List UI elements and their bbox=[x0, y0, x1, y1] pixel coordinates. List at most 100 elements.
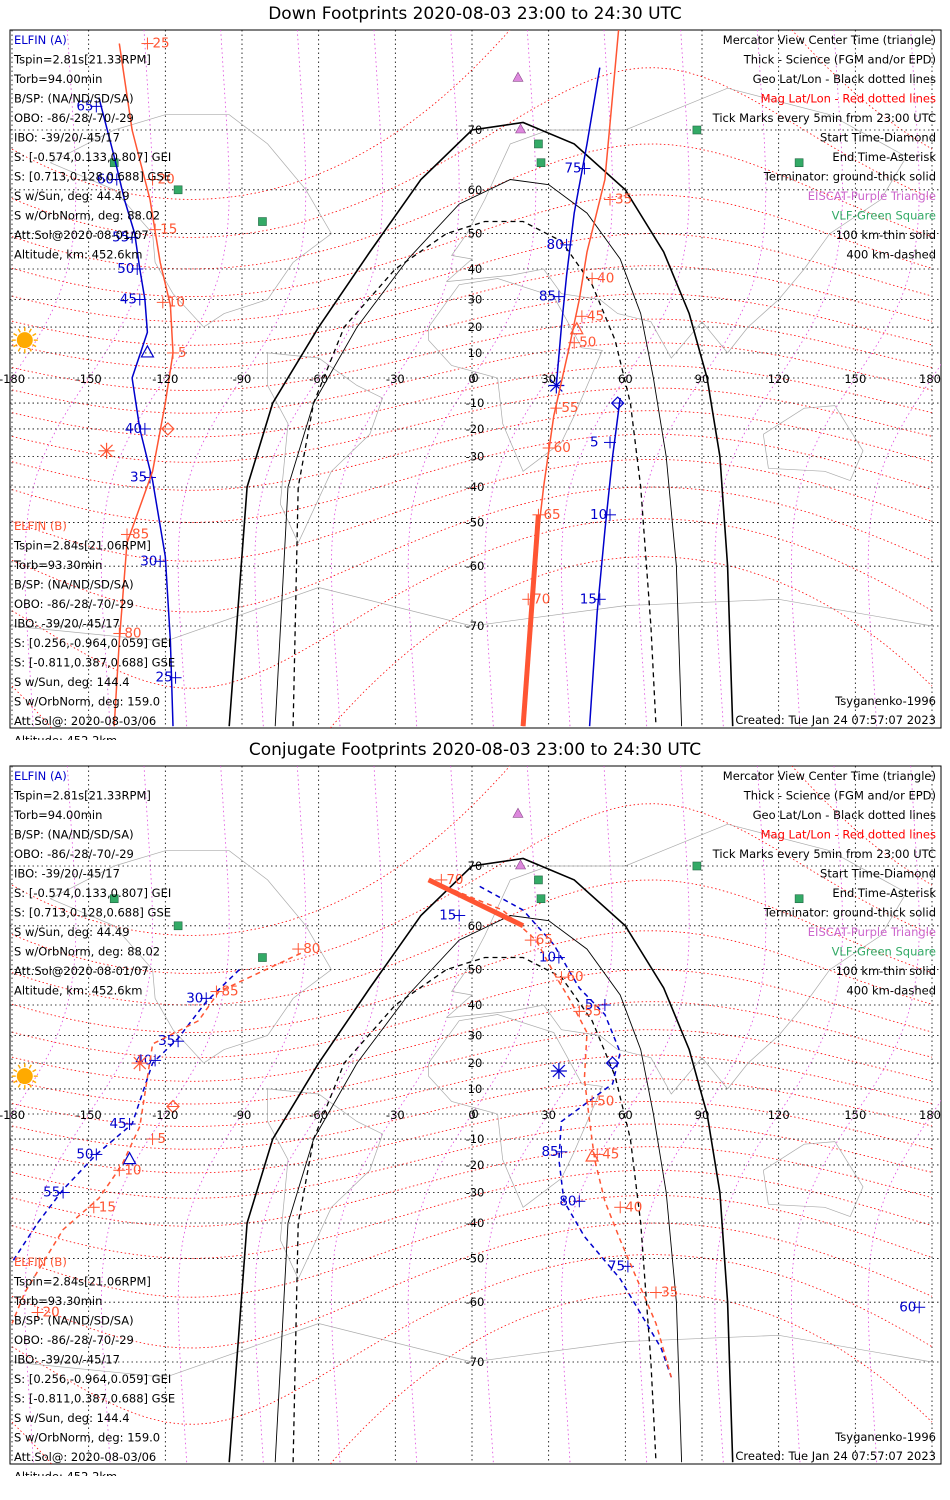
tick-label: 85 bbox=[539, 289, 556, 305]
continent-outline bbox=[50, 850, 332, 1064]
tick-label: 45 bbox=[110, 1116, 127, 1132]
elfin-b-info-line: S w/OrbNorm, deg: 159.0 bbox=[14, 1431, 160, 1445]
elfin-b-info-line: B/SP: (NA/ND/SD/SA) bbox=[14, 578, 134, 592]
continent-outline bbox=[11, 1323, 933, 1378]
legend-line: 100 km-thin solid bbox=[836, 964, 936, 978]
elfin-b-info-line: Att.Sol@: 2020-08-03/06 bbox=[14, 714, 156, 728]
mag-lon-line bbox=[10, 766, 77, 1118]
tick-label: 80 bbox=[547, 237, 564, 253]
vlf-station-square bbox=[794, 158, 804, 168]
legend-line: Tick Marks every 5min from 23:00 UTC bbox=[712, 111, 936, 125]
tick-label: 15 bbox=[439, 908, 456, 924]
elfin-a-info-line: Att.Sol@2020-08-01/07 bbox=[14, 228, 149, 242]
sun-ray bbox=[13, 333, 18, 337]
vlf-station-square bbox=[109, 894, 119, 904]
legend-line: Tick Marks every 5min from 23:00 UTC bbox=[712, 847, 936, 861]
mag-lon-line bbox=[867, 363, 941, 727]
track-elfin-a-2 bbox=[588, 397, 621, 727]
created-label: Created: Tue Jan 24 07:57:07 2023 bbox=[735, 1449, 936, 1463]
lat-tick-label: 40 bbox=[468, 998, 483, 1012]
lon-tick-label: -90 bbox=[233, 1108, 252, 1122]
track-elfin-a-2 bbox=[479, 885, 673, 1378]
elfin-a-info-line: OBO: -86/-28/-70/-29 bbox=[14, 847, 134, 861]
lon-tick-label: 90 bbox=[695, 372, 710, 386]
lon-tick-label: 120 bbox=[768, 1108, 790, 1122]
mag-lon-line bbox=[714, 30, 844, 727]
legend-line: End Time-Asterisk bbox=[832, 150, 936, 164]
model-label: Tsyganenko-1996 bbox=[834, 694, 936, 708]
lon-tick-label: -180 bbox=[0, 1108, 25, 1122]
legend-line: 100 km-thin solid bbox=[836, 228, 936, 242]
elfin-b-info-line: S w/Sun, deg: 144.4 bbox=[14, 675, 130, 689]
mag-lat-line bbox=[11, 233, 933, 323]
center-triangle bbox=[140, 344, 155, 358]
tick-label: 40 bbox=[125, 421, 142, 437]
sun-ray bbox=[28, 1083, 32, 1088]
lat-tick-label: 30 bbox=[468, 293, 483, 307]
elfin-b-heading: ELFIN (B) bbox=[14, 519, 67, 533]
sun-ray bbox=[13, 1080, 18, 1084]
elfin-a-info-line: B/SP: (NA/ND/SD/SA) bbox=[14, 92, 134, 106]
tick-label: 60 bbox=[97, 172, 114, 188]
eiscat-triangle bbox=[512, 807, 524, 818]
mag-lon-line bbox=[484, 766, 614, 1463]
tick-label: 45 bbox=[587, 308, 604, 324]
mag-lon-line bbox=[330, 30, 460, 727]
lon-tick-label: 30 bbox=[541, 372, 556, 386]
tick-label: 55 bbox=[584, 1003, 601, 1019]
mag-lon-line bbox=[24, 30, 154, 727]
legend-line: Mag Lat/Lon - Red dotted lines bbox=[761, 92, 936, 106]
legend-line: Thick - Science (FGM and/or EPD) bbox=[743, 789, 936, 803]
lat-tick-label: 50 bbox=[468, 227, 483, 241]
tick-label: 30 bbox=[140, 553, 157, 569]
lat-tick-label: 60 bbox=[468, 919, 483, 933]
tick-label: 70 bbox=[533, 591, 550, 607]
start-diamond bbox=[610, 396, 625, 410]
elfin-b-info-line: Altitude: 452.2km bbox=[14, 734, 117, 741]
lon-tick-label: -30 bbox=[386, 372, 405, 386]
map-panel-conjugate: 30 35 40 45 50 55 15 10 5 85 80 75 60 80 85 5 10 15 20 70 65… bbox=[0, 765, 942, 1476]
lon-tick-label: -180 bbox=[0, 372, 25, 386]
lat-tick-label: 70 bbox=[468, 859, 483, 873]
lat-tick-label: -30 bbox=[466, 449, 485, 463]
elfin-b-info-line: OBO: -86/-28/-70/-29 bbox=[14, 597, 134, 611]
elfin-b-info-line: S w/Sun, deg: 144.4 bbox=[14, 1411, 130, 1425]
tick-label: 5 bbox=[178, 345, 187, 361]
mag-lon-line bbox=[177, 30, 307, 727]
tick-label: 60 bbox=[554, 440, 571, 456]
lat-tick-label: 20 bbox=[468, 320, 483, 334]
panel-title-down: Down Footprints 2020-08-03 23:00 to 24:3… bbox=[268, 4, 682, 24]
tick-label: 15 bbox=[99, 1199, 116, 1215]
mag-lon-line bbox=[177, 766, 307, 1463]
map-panel-down: 65 60 55 50 45 40 35 30 25 75 80 85 5 10 15 25 20 15 10 5 85… bbox=[0, 29, 942, 741]
lon-tick-label: 0 bbox=[468, 1108, 475, 1122]
legend-line: Mag Lat/Lon - Red dotted lines bbox=[761, 828, 936, 842]
start-diamond bbox=[166, 1099, 180, 1114]
continent-outline bbox=[428, 278, 603, 472]
legend-line: Geo Lat/Lon - Black dotted lines bbox=[753, 808, 936, 822]
sun-ray bbox=[13, 344, 18, 348]
tick-label: 20 bbox=[158, 172, 175, 188]
sun-ray bbox=[32, 333, 37, 337]
lat-tick-label: -10 bbox=[466, 1132, 485, 1146]
lat-tick-label: 0 bbox=[471, 371, 478, 385]
tick-label: 50 bbox=[117, 261, 134, 277]
tick-label: 65 bbox=[536, 932, 553, 948]
eiscat-triangle bbox=[515, 123, 527, 134]
mag-lon-line bbox=[560, 766, 690, 1463]
tick-label: 70 bbox=[446, 872, 463, 888]
vlf-station-square bbox=[536, 894, 546, 904]
sun-ray bbox=[17, 347, 21, 352]
lat-tick-label: -50 bbox=[466, 515, 485, 529]
continent-outline bbox=[428, 1014, 603, 1208]
terminator-400km bbox=[292, 220, 657, 727]
lon-tick-label: 180 bbox=[919, 1108, 941, 1122]
elfin-b-info-line: S: [-0.811,0.387,0.688] GSE bbox=[14, 656, 175, 670]
tick-label: 80 bbox=[559, 1193, 576, 1209]
legend-line: VLF-Green Square bbox=[832, 945, 936, 959]
mag-lon-line bbox=[560, 30, 690, 727]
start-diamond bbox=[605, 1056, 620, 1070]
mag-lat-line bbox=[11, 458, 933, 562]
tick-label: 60 bbox=[899, 1299, 916, 1315]
elfin-b-info-line: Tspin=2.84s[21.06RPM] bbox=[13, 1275, 151, 1289]
